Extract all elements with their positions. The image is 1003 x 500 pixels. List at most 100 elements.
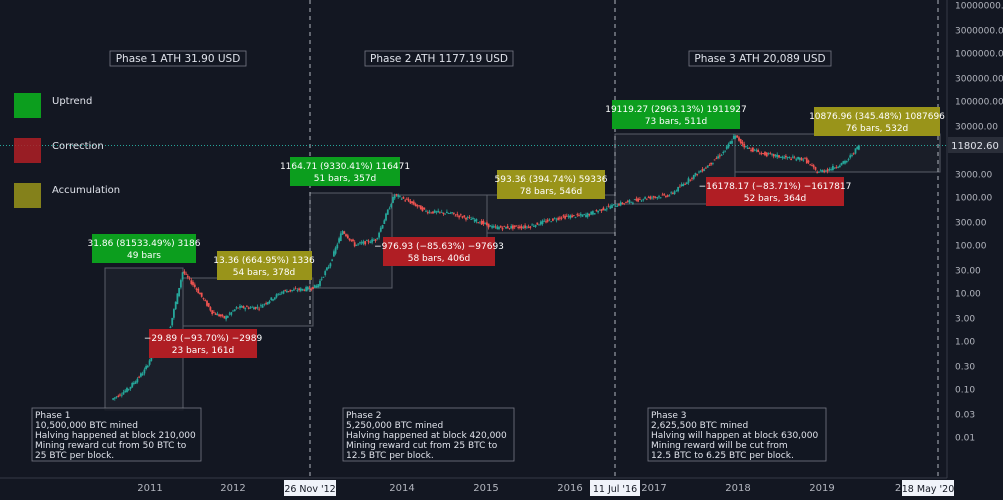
candle-body xyxy=(367,240,370,243)
candle-body xyxy=(134,381,137,384)
x-axis[interactable]: 2011 2012 2014 2015 2016 2017 2018 2019 … xyxy=(137,480,954,496)
candle-body xyxy=(524,225,526,228)
candle-body xyxy=(838,165,841,168)
candle-body xyxy=(821,170,824,173)
phase-note-line: Mining reward cut from 25 BTC to xyxy=(346,441,498,451)
candle-body xyxy=(698,171,700,173)
candle-body xyxy=(611,204,613,208)
candle-body xyxy=(567,216,570,217)
candle-body xyxy=(468,216,471,218)
candle-body xyxy=(670,192,673,194)
candle-body xyxy=(286,290,288,293)
candle-body xyxy=(499,226,502,228)
y-tick-label: 0.30 xyxy=(955,363,975,373)
candle-body xyxy=(849,155,852,158)
y-tick-label: 3000000.00 xyxy=(955,27,1003,37)
candle-body xyxy=(400,198,403,200)
candle-body xyxy=(764,152,766,156)
candle-body xyxy=(418,205,420,207)
candle-body xyxy=(574,217,577,218)
candle-body xyxy=(531,224,533,226)
candle-body xyxy=(712,162,714,164)
candle-body xyxy=(545,221,547,223)
candle-body xyxy=(419,205,422,210)
candle-body xyxy=(346,235,349,239)
candle-body xyxy=(506,226,509,229)
candle-body xyxy=(293,289,295,291)
annotation-accumulation: 13.36 (664.95%) 1336 54 bars, 378d xyxy=(213,251,315,280)
candle-body xyxy=(788,157,791,158)
candle-body xyxy=(758,153,761,155)
candle-body xyxy=(618,204,620,206)
candle-body xyxy=(329,263,332,267)
candle-body xyxy=(381,225,384,229)
candle-body xyxy=(280,292,283,294)
candle-body xyxy=(305,287,307,292)
x-tick-label: 2017 xyxy=(641,483,666,494)
candle-body xyxy=(477,222,480,224)
candle-body xyxy=(812,165,815,168)
candle-body xyxy=(706,165,709,168)
candle-body xyxy=(138,376,140,378)
candle-body xyxy=(218,314,220,317)
candle-body xyxy=(602,207,605,211)
candle-body xyxy=(687,178,690,183)
phase-note-line: Phase 3 xyxy=(651,411,686,421)
candle-body xyxy=(818,171,820,173)
candle-body xyxy=(247,307,250,309)
candle-body xyxy=(360,242,363,244)
candle-body xyxy=(682,184,685,186)
annotation-line2: 54 bars, 378d xyxy=(233,268,296,278)
candle-body xyxy=(404,200,407,202)
candle-body xyxy=(225,316,227,320)
candle-body xyxy=(703,169,706,171)
candle-body xyxy=(223,316,226,319)
candle-body xyxy=(515,225,518,227)
candle-body xyxy=(127,389,130,390)
candle-body xyxy=(790,158,792,160)
candle-body xyxy=(117,395,120,397)
candle-body xyxy=(425,210,427,212)
candle-body xyxy=(230,312,233,315)
candle-body xyxy=(421,207,424,212)
y-tick-label: 0.10 xyxy=(955,386,975,396)
y-tick-label: 100.00 xyxy=(955,242,987,252)
candle-body xyxy=(520,226,523,229)
candle-body xyxy=(847,159,850,160)
candle-body xyxy=(240,306,243,308)
candle-body xyxy=(748,147,751,149)
annotation-uptrend: 31.86 (81533.49%) 3186 49 bars xyxy=(88,234,201,263)
candle-body xyxy=(258,308,260,310)
candle-body xyxy=(374,239,377,241)
candle-body xyxy=(858,145,860,150)
candle-body xyxy=(802,159,805,161)
candle-body xyxy=(677,187,679,192)
candle-body xyxy=(786,156,789,158)
candle-body xyxy=(449,213,452,214)
candle-body xyxy=(406,198,408,200)
candle-body xyxy=(411,201,413,203)
candle-body xyxy=(220,314,222,317)
y-tick-label: 300000.00 xyxy=(955,75,1003,85)
annotation-line2: 78 bars, 546d xyxy=(520,187,583,197)
candle-body xyxy=(842,161,845,164)
candle-body xyxy=(825,170,827,172)
last-price-tag: 11802.60 xyxy=(948,137,1003,153)
y-tick-label: 3000.00 xyxy=(955,171,992,181)
candle-body xyxy=(265,303,267,304)
candle-body xyxy=(233,309,236,311)
candle-body xyxy=(560,217,563,219)
y-tick-label: 0.03 xyxy=(955,411,975,421)
x-tick-label: 2 xyxy=(895,483,901,494)
candle-body xyxy=(414,203,417,207)
candle-body xyxy=(131,383,134,388)
phase-note-line: Phase 2 xyxy=(346,411,381,421)
candle-body xyxy=(376,238,379,239)
candle-body xyxy=(625,202,627,203)
candle-body xyxy=(386,209,389,215)
candle-body xyxy=(586,213,589,217)
annotation-uptrend: 1164.71 (9330.41%) 116471 51 bars, 357d xyxy=(280,157,410,186)
annotation-line1: 1164.71 (9330.41%) 116471 xyxy=(280,162,410,172)
candle-body xyxy=(270,297,273,300)
